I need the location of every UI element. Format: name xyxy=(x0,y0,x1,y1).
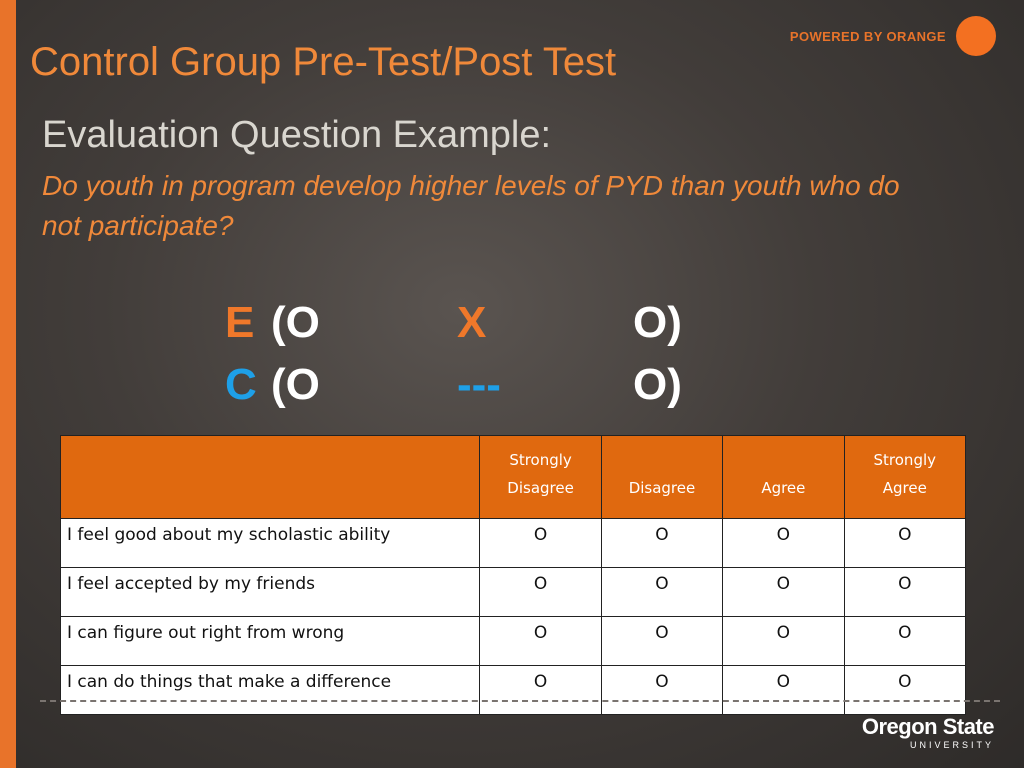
response-option: O xyxy=(843,518,967,568)
survey-table: Strongly Disagree Disagree Agree Strongl… xyxy=(59,435,967,715)
survey-item: I can figure out right from wrong xyxy=(59,616,481,666)
response-option: O xyxy=(843,665,967,715)
response-option: O xyxy=(722,518,845,568)
header-strongly-agree: Strongly Agree xyxy=(843,435,967,519)
response-option: O xyxy=(722,616,845,666)
slide-subtitle: Evaluation Question Example: xyxy=(42,114,552,156)
header-strongly-disagree: Strongly Disagree xyxy=(479,435,602,519)
response-option: O xyxy=(600,518,724,568)
survey-item: I can do things that make a difference xyxy=(59,665,481,715)
response-option: O xyxy=(843,616,967,666)
control-pretest: (O xyxy=(271,360,320,409)
control-posttest: O) xyxy=(633,360,682,409)
control-treatment: --- xyxy=(457,360,501,409)
brand-badge: POWERED BY ORANGE xyxy=(790,16,996,56)
footer-divider xyxy=(40,700,1000,702)
research-design: E (O X O) C (O --- O) xyxy=(225,292,745,416)
response-option: O xyxy=(479,665,602,715)
response-option: O xyxy=(843,567,967,617)
evaluation-question: Do youth in program develop higher level… xyxy=(42,170,900,241)
survey-header-row: Strongly Disagree Disagree Agree Strongl… xyxy=(59,435,967,519)
response-option: O xyxy=(479,567,602,617)
experimental-pretest: (O xyxy=(271,298,320,347)
response-option: O xyxy=(722,665,845,715)
response-option: O xyxy=(600,567,724,617)
header-agree: Agree xyxy=(722,435,845,519)
orange-circle-icon xyxy=(956,16,996,56)
university-logo: Oregon State UNIVERSITY xyxy=(861,714,995,750)
response-option: O xyxy=(722,567,845,617)
design-row-control: C (O --- O) xyxy=(225,354,745,416)
table-row: I can figure out right from wrong O O O … xyxy=(59,616,967,666)
design-row-experimental: E (O X O) xyxy=(225,292,745,354)
table-row: I feel accepted by my friends O O O O xyxy=(59,567,967,617)
brand-tagline: POWERED BY ORANGE xyxy=(789,28,946,44)
header-disagree: Disagree xyxy=(600,435,724,519)
response-option: O xyxy=(479,518,602,568)
table-row: I feel good about my scholastic ability … xyxy=(59,518,967,568)
response-option: O xyxy=(600,665,724,715)
university-name: Oregon State xyxy=(861,714,995,739)
header-item-column xyxy=(59,435,481,519)
table-row: I can do things that make a difference O… xyxy=(59,665,967,715)
experimental-posttest: O) xyxy=(633,298,682,347)
survey-item: I feel accepted by my friends xyxy=(59,567,481,617)
experimental-treatment: X xyxy=(457,298,487,347)
university-subtitle: UNIVERSITY xyxy=(909,740,994,750)
response-option: O xyxy=(600,616,724,666)
experimental-group-label: E xyxy=(225,298,255,347)
response-option: O xyxy=(479,616,602,666)
accent-bar xyxy=(0,0,16,768)
control-group-label: C xyxy=(225,360,257,409)
survey-item: I feel good about my scholastic ability xyxy=(59,518,481,568)
slide-title: Control Group Pre-Test/Post Test xyxy=(30,40,617,84)
